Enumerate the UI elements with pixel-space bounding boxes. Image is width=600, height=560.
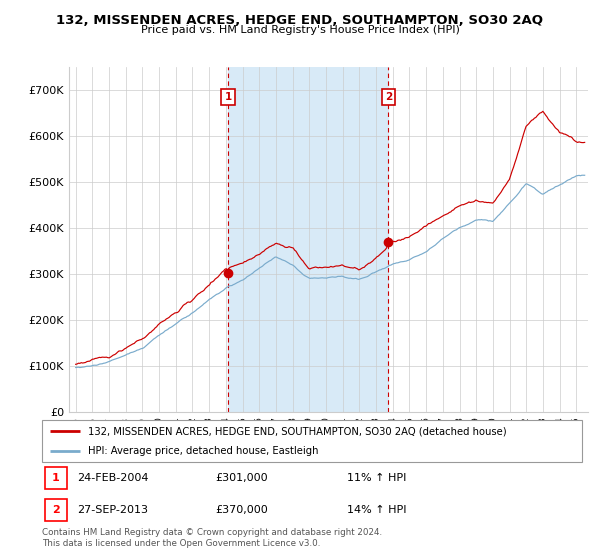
Text: 132, MISSENDEN ACRES, HEDGE END, SOUTHAMPTON, SO30 2AQ: 132, MISSENDEN ACRES, HEDGE END, SOUTHAM… bbox=[56, 14, 544, 27]
Text: 24-FEB-2004: 24-FEB-2004 bbox=[77, 473, 149, 483]
Text: 1: 1 bbox=[224, 92, 232, 102]
Text: Price paid vs. HM Land Registry's House Price Index (HPI): Price paid vs. HM Land Registry's House … bbox=[140, 25, 460, 35]
Text: 2: 2 bbox=[385, 92, 392, 102]
Text: 27-SEP-2013: 27-SEP-2013 bbox=[77, 505, 148, 515]
Text: £301,000: £301,000 bbox=[215, 473, 268, 483]
Text: 14% ↑ HPI: 14% ↑ HPI bbox=[347, 505, 407, 515]
Text: HPI: Average price, detached house, Eastleigh: HPI: Average price, detached house, East… bbox=[88, 446, 319, 456]
Text: 1: 1 bbox=[52, 473, 60, 483]
FancyBboxPatch shape bbox=[45, 467, 67, 489]
FancyBboxPatch shape bbox=[42, 420, 582, 462]
Text: Contains HM Land Registry data © Crown copyright and database right 2024.
This d: Contains HM Land Registry data © Crown c… bbox=[42, 528, 382, 548]
Text: 11% ↑ HPI: 11% ↑ HPI bbox=[347, 473, 406, 483]
Text: £370,000: £370,000 bbox=[215, 505, 268, 515]
Text: 2: 2 bbox=[52, 505, 60, 515]
FancyBboxPatch shape bbox=[45, 499, 67, 521]
Text: 132, MISSENDEN ACRES, HEDGE END, SOUTHAMPTON, SO30 2AQ (detached house): 132, MISSENDEN ACRES, HEDGE END, SOUTHAM… bbox=[88, 426, 506, 436]
